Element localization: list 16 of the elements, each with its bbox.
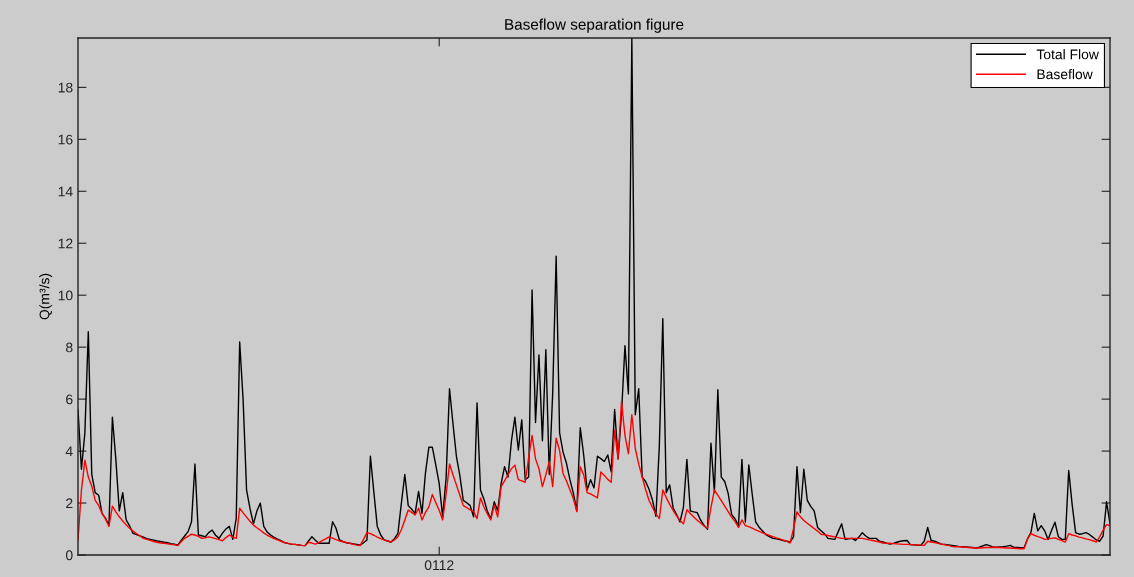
y-tick-label: 8 <box>66 342 73 353</box>
chart-title: Baseflow separation figure <box>505 18 684 33</box>
y-tick-label: 14 <box>58 186 73 197</box>
y-tick-label: 2 <box>66 498 73 509</box>
y-tick-label: 12 <box>58 238 73 249</box>
legend-label: Baseflow <box>1037 69 1093 80</box>
y-tick-label: 10 <box>58 290 73 301</box>
y-axis-title: Q(m³/s) <box>39 273 53 320</box>
y-tick-label: 0 <box>65 550 73 561</box>
y-tick-label: 6 <box>66 394 73 405</box>
x-tick-label: 0112 <box>424 560 454 571</box>
y-tick-label: 18 <box>58 82 73 93</box>
y-tick-label: 4 <box>65 446 73 457</box>
y-tick-label: 16 <box>58 134 73 145</box>
legend-label: Total Flow <box>1036 49 1099 60</box>
line-series <box>78 401 1110 550</box>
